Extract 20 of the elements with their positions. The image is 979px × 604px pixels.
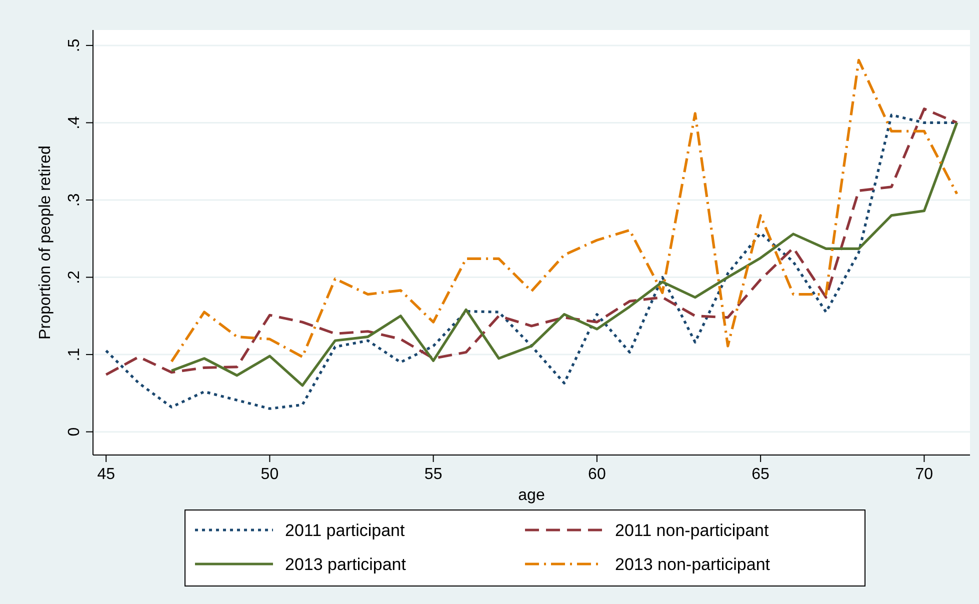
x-tick-label: 70 bbox=[915, 466, 934, 483]
x-tick-label: 45 bbox=[97, 466, 116, 483]
x-tick-label: 60 bbox=[588, 466, 606, 483]
legend-label: 2011 participant bbox=[285, 521, 405, 540]
y-tick-label: 0 bbox=[66, 427, 83, 436]
y-tick-label: .2 bbox=[66, 270, 83, 284]
legend-label: 2013 non-participant bbox=[615, 555, 770, 574]
y-tick-label: .1 bbox=[66, 348, 83, 362]
y-axis-title: Proportion of people retired bbox=[37, 146, 54, 340]
line-series bbox=[170, 58, 958, 363]
legend-label: 2011 non-participant bbox=[615, 521, 770, 540]
y-tick-label: .3 bbox=[66, 193, 83, 207]
x-tick-label: 55 bbox=[424, 466, 442, 483]
y-tick-label: .5 bbox=[66, 38, 83, 52]
x-tick-label: 50 bbox=[260, 466, 279, 483]
line-series bbox=[170, 121, 958, 387]
x-tick-label: 65 bbox=[752, 466, 770, 483]
legend-label: 2013 participant bbox=[285, 555, 406, 574]
y-tick-label: .4 bbox=[66, 116, 83, 130]
x-axis-title: age bbox=[518, 487, 545, 504]
